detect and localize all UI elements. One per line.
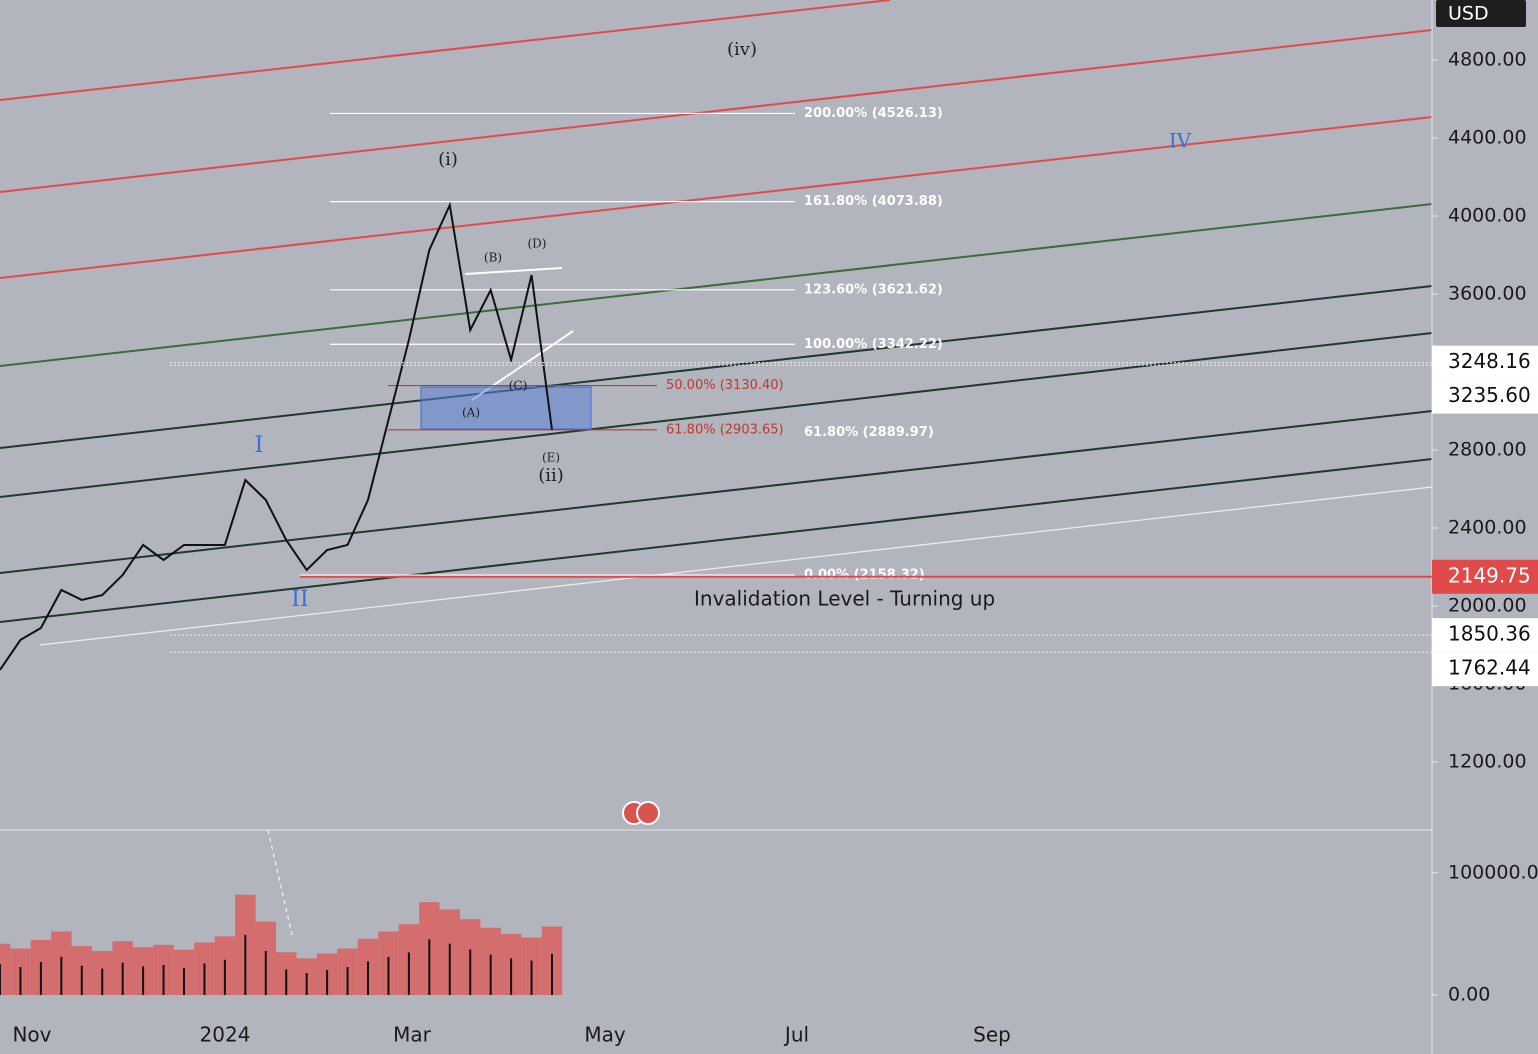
volume-bar <box>19 967 22 995</box>
wave-label: (iv) <box>727 39 757 60</box>
fib-label: 61.80% (2889.97) <box>804 425 934 440</box>
wave-label: (A) <box>462 406 480 420</box>
channel-line <box>0 332 1433 498</box>
wave-label: (D) <box>528 237 547 251</box>
annotation: Invalidation Level - Turning up <box>694 587 995 611</box>
volume-bar <box>60 956 63 995</box>
x-tick-label: Mar <box>393 1023 432 1047</box>
price-tag-label: 3235.60 <box>1448 383 1531 407</box>
volume-bar <box>183 967 185 995</box>
event-icon <box>622 801 660 825</box>
channel-line <box>0 0 891 101</box>
volume-bar <box>244 934 247 995</box>
x-tick-label: May <box>584 1023 626 1047</box>
price-tag <box>1432 379 1538 414</box>
volume-bar <box>305 973 308 995</box>
price-tag <box>1432 618 1538 653</box>
volume-bar <box>0 964 1 995</box>
price-line <box>0 201 553 671</box>
wave-label: IV <box>1169 129 1192 153</box>
volume-bar <box>39 962 42 995</box>
volume-bar <box>80 965 83 995</box>
fib-label: 100.00% (3342.22) <box>804 337 943 352</box>
volume-tick-label: 100000.0 <box>1448 861 1538 883</box>
wave-label: I <box>255 433 264 458</box>
triangle-line <box>464 267 563 275</box>
volume-bar <box>448 943 451 995</box>
volume-bar <box>469 949 472 995</box>
fib-label: 50.00% (3130.40) <box>666 378 784 393</box>
volume-bar <box>223 959 226 995</box>
x-tick-label: Jul <box>783 1023 809 1047</box>
fib-label: 123.60% (3621.62) <box>804 282 943 297</box>
wave-label: (B) <box>484 251 502 265</box>
price-tag <box>1432 559 1538 594</box>
y-tick-label: 4400.00 <box>1448 127 1527 149</box>
wave-label: (E) <box>542 451 560 465</box>
volume-bar <box>203 963 206 995</box>
fib-label: 161.80% (4073.88) <box>804 194 943 209</box>
y-tick-label: 2800.00 <box>1448 438 1527 460</box>
fib-label: 0.00% (2158.32) <box>804 568 925 583</box>
volume-bar <box>346 967 349 995</box>
volume-bar <box>367 961 369 995</box>
volume-bar <box>530 960 533 995</box>
x-tick-label: Nov <box>12 1023 51 1047</box>
volume-bar <box>142 966 145 995</box>
wave-label: (i) <box>438 149 458 170</box>
fib-label: 61.80% (2903.65) <box>666 422 784 437</box>
volume-bar <box>285 969 288 995</box>
fib-label: 200.00% (4526.13) <box>804 106 943 121</box>
y-tick-label: 3600.00 <box>1448 283 1527 305</box>
channel-line <box>0 410 1433 574</box>
volume-bar <box>428 939 431 995</box>
wave-label: II <box>291 587 308 612</box>
channel-line <box>39 486 1433 646</box>
volume-bar <box>326 970 329 995</box>
volume-tick-label: 0.00 <box>1448 984 1490 1006</box>
channel-line <box>0 458 1433 623</box>
channel-line <box>0 29 1433 193</box>
volume-area <box>0 943 11 995</box>
volume-bar <box>510 958 513 995</box>
x-tick-label: 2024 <box>200 1023 251 1047</box>
y-tick-label: 4000.00 <box>1448 205 1527 227</box>
channel-lines <box>0 0 1433 936</box>
price-tag-label: 3248.16 <box>1448 349 1531 373</box>
volume-bar <box>407 952 410 995</box>
channel-line <box>0 203 1433 367</box>
channel-line <box>0 116 1433 279</box>
x-tick-label: Sep <box>973 1023 1011 1047</box>
price-tag <box>1432 652 1538 687</box>
price-tag <box>1432 345 1538 380</box>
volume-bar <box>121 962 124 995</box>
wave-label: (C) <box>509 379 528 393</box>
volume-bar <box>162 964 165 995</box>
target-zone <box>420 386 592 430</box>
dashed-line <box>267 829 293 936</box>
y-tick-label: 2000.00 <box>1448 594 1527 616</box>
y-tick-label: 2400.00 <box>1448 516 1527 538</box>
channel-line <box>0 285 1433 449</box>
volume-bar <box>551 953 553 995</box>
volume-bar <box>387 956 390 995</box>
volume-bar <box>489 954 492 995</box>
currency-box <box>1436 0 1526 27</box>
event-icon <box>636 801 660 825</box>
volume-bar <box>264 951 267 995</box>
currency-label: USD <box>1448 3 1489 25</box>
y-tick-label: 4800.00 <box>1448 49 1527 71</box>
price-tag-label: 2149.75 <box>1448 563 1531 587</box>
price-tag-label: 1762.44 <box>1448 656 1531 680</box>
wave-label: (ii) <box>538 465 564 486</box>
volume-bar <box>101 968 104 995</box>
y-tick-label: 1200.00 <box>1448 750 1527 772</box>
price-tag-label: 1850.36 <box>1448 622 1531 646</box>
